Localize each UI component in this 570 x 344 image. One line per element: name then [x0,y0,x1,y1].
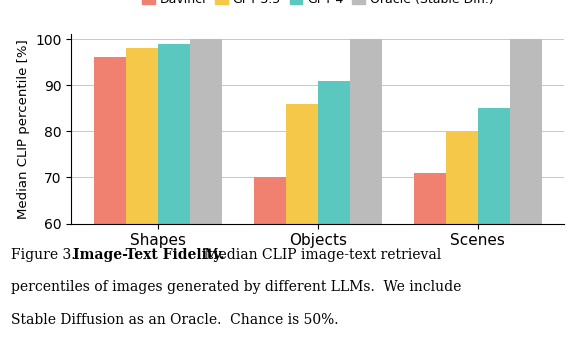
Text: percentiles of images generated by different LLMs.  We include: percentiles of images generated by diffe… [11,280,462,294]
Text: Image-Text Fidelity.: Image-Text Fidelity. [73,248,225,262]
Bar [350,39,382,224]
Bar [254,178,286,224]
Bar [286,104,318,224]
Bar [190,39,222,224]
Bar [158,44,190,224]
Bar [414,173,446,224]
Text: Stable Diffusion as an Oracle.  Chance is 50%.: Stable Diffusion as an Oracle. Chance is… [11,313,339,327]
Text: Median CLIP image-text retrieval: Median CLIP image-text retrieval [200,248,441,262]
Bar [125,48,158,224]
Text: Figure 3.: Figure 3. [11,248,80,262]
Bar [510,39,542,224]
Bar [446,131,478,224]
Y-axis label: Median CLIP percentile [%]: Median CLIP percentile [%] [17,39,30,219]
Bar [93,57,125,224]
Bar [478,108,510,224]
Legend: Davinci, GPT-3.5, GPT-4, Oracle (Stable Diff.): Davinci, GPT-3.5, GPT-4, Oracle (Stable … [137,0,498,11]
Bar [318,80,350,224]
